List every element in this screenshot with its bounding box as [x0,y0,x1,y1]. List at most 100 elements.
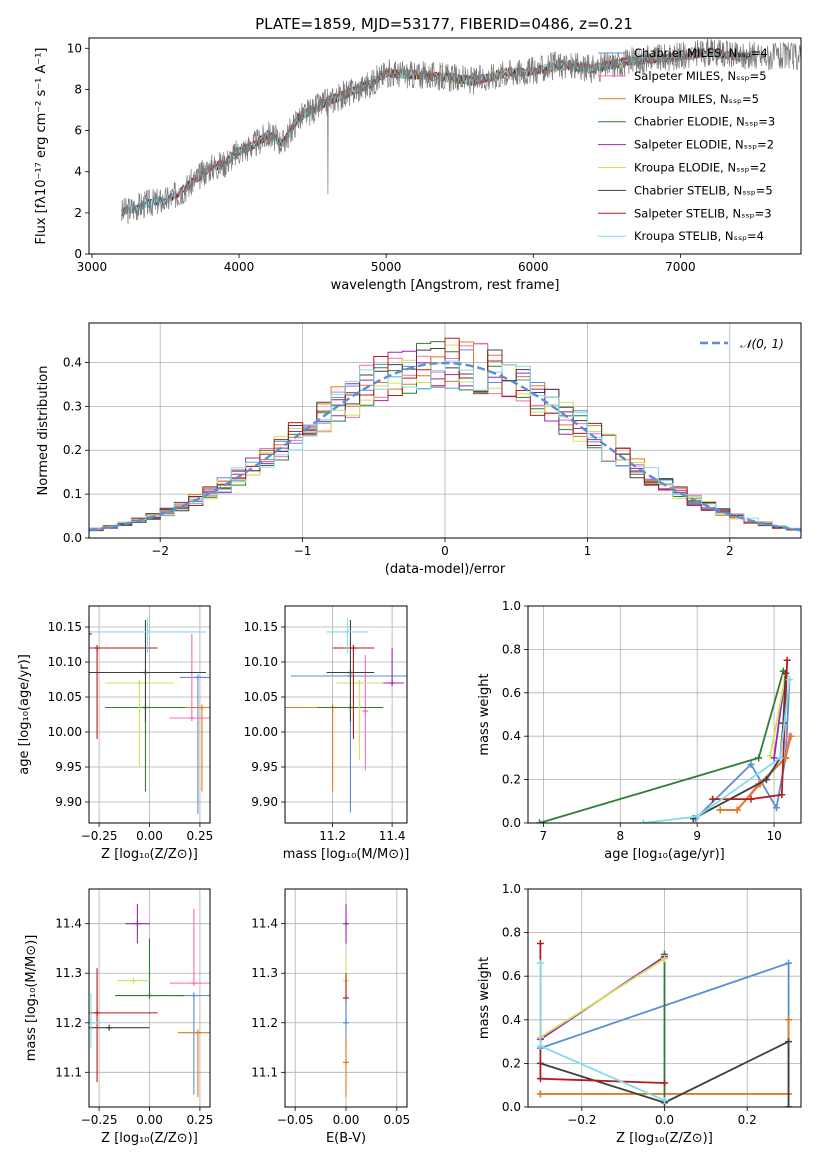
weight-marker [787,732,795,740]
errorbar-chabrier-stelib [89,620,206,722]
weight-marker [785,1038,793,1046]
y-tick-label: 9.95 [251,760,278,774]
legend-entry: Chabrier STELIB, Nₛₛₚ=5 [634,183,773,197]
data-point [94,1009,101,1016]
x-axis-label: Z [log₁₀(Z/Z⊙)] [101,847,198,862]
x-tick-label: 0 [441,544,449,558]
weight-marker [785,676,793,684]
y-tick-label: 0.4 [502,729,521,743]
y-tick-label: 10.05 [48,690,82,704]
y-tick-label: 10.00 [244,725,278,739]
weight-marker [661,955,668,963]
x-tick-label: 0.00 [136,1113,163,1127]
y-tick-label: 11.4 [55,917,82,931]
y-tick-label: 0.3 [63,399,82,413]
weight-marker [747,760,755,768]
errorbar-salpeter-stelib [89,968,158,1083]
y-tick-label: 9.90 [55,795,82,809]
y-tick-label: 11.1 [55,1065,82,1079]
plot-area [285,617,407,813]
data-point [350,645,357,651]
x-tick-label: 0.00 [136,829,163,843]
weight-marker [639,819,647,823]
y-tick-label: 10.15 [244,620,278,634]
legend-entry: Salpeter ELODIE, Nₛₛₚ=2 [634,138,774,152]
y-tick-label: 9.95 [55,760,82,774]
weight-marker [766,752,774,760]
weight-marker [772,804,780,812]
data-point [106,1024,113,1031]
errorbar-kroupa-miles [179,704,210,792]
x-tick-label: 7 [540,829,548,843]
x-tick-label: 0.0 [655,1113,674,1127]
x-tick-label: −0.05 [277,1113,314,1127]
plot-area [536,656,795,823]
errorbar-salpeter-miles [362,655,369,771]
y-tick-label: 10.10 [48,655,82,669]
errorbar-chabrier-stelib [326,620,375,722]
plot-area [536,940,793,1107]
errorbar-chabrier-stelib [89,1024,150,1031]
y-axis-label: mass weight [477,957,492,1039]
weight-marker [661,1096,668,1104]
data-point [344,628,351,635]
errorbar-salpeter-stelib [332,645,375,739]
data-point [194,674,201,681]
x-tick-label: 2 [726,544,734,558]
series-kroupa-elodie [536,955,668,1041]
errorbar-salpeter-miles [169,908,210,987]
weight-marker [661,1079,668,1087]
errorbar-salpeter-elodie [343,903,349,944]
legend-entry: 𝒩(0, 1) [740,337,784,351]
data-point [190,980,197,987]
y-tick-label: 11.3 [55,966,82,980]
y-tick-label: 0.4 [502,1013,521,1027]
y-tick-label: 2 [74,206,82,220]
series-salpeter-stelib [536,940,668,1087]
x-tick-label: 9 [693,829,701,843]
axes-frame [284,605,408,824]
weight-marker [693,812,701,820]
plot-area [89,613,210,814]
y-tick-label: 0.2 [502,773,521,787]
y-tick-label: 0.1 [63,487,82,501]
x-tick-label: −0.25 [81,1113,118,1127]
y-tick-label: 0.8 [502,642,521,656]
weight-marker [536,1042,544,1050]
weight-marker [770,754,778,762]
legend-entry: Salpeter MILES, Nₛₛₚ=5 [634,69,767,83]
weight-line [643,679,791,823]
y-tick-label: 6 [74,124,82,138]
panel-weight_vs_Z: −0.2 0.0 0.2 0.0 0.2 0.4 0.6 0.8 1.0 Z [log₁₀(Z/Z… [477,882,802,1146]
x-tick-label: 6000 [518,260,549,274]
normal-curve [89,361,801,532]
x-axis-label: (data-model)/error [385,562,506,577]
errorbar-salpeter-elodie [125,903,150,944]
data-point [136,680,143,686]
legend-entry: Salpeter STELIB, Nₛₛₚ=3 [634,206,772,220]
x-tick-label: 11.2 [319,829,346,843]
axes-frame [88,888,211,1108]
x-axis-label: Z [log₁₀(Z/Z⊙)] [616,1131,713,1146]
weight-marker [536,959,544,967]
errorbar-kroupa-elodie [117,977,150,984]
x-tick-label: 0.25 [187,829,214,843]
plot-area [120,38,801,225]
y-tick-label: 0.0 [502,816,521,830]
y-axis-label: mass [log₁₀(M/M⊙)] [24,935,39,1062]
weight-marker [536,940,544,947]
data-point [130,977,137,984]
y-tick-label: 4 [74,165,82,179]
panel-weight_vs_age: 7 8 9 10 0.0 0.2 0.4 0.6 0.8 1.0 age [log₁₀(age/yr… [477,599,802,862]
legend-entry: Kroupa MILES, Nₛₛₚ=5 [634,92,759,106]
y-tick-label: 8 [74,82,82,96]
panel-mass_vs_ebv: −0.05 0.00 0.05 11.1 11.2 11.3 11.4 E(B-V) [251,888,410,1146]
y-tick-label: 1.0 [502,599,521,613]
panel-mass_vs_Z: −0.25 0.00 0.25 11.1 11.2 11.3 11.4 Z [log₁₀(Z/… [24,888,213,1146]
data-point [194,1029,201,1036]
weight-marker [782,669,790,677]
axes-frame [88,322,802,539]
legend: 𝒩(0, 1) [700,337,784,351]
weight-marker [747,795,755,803]
